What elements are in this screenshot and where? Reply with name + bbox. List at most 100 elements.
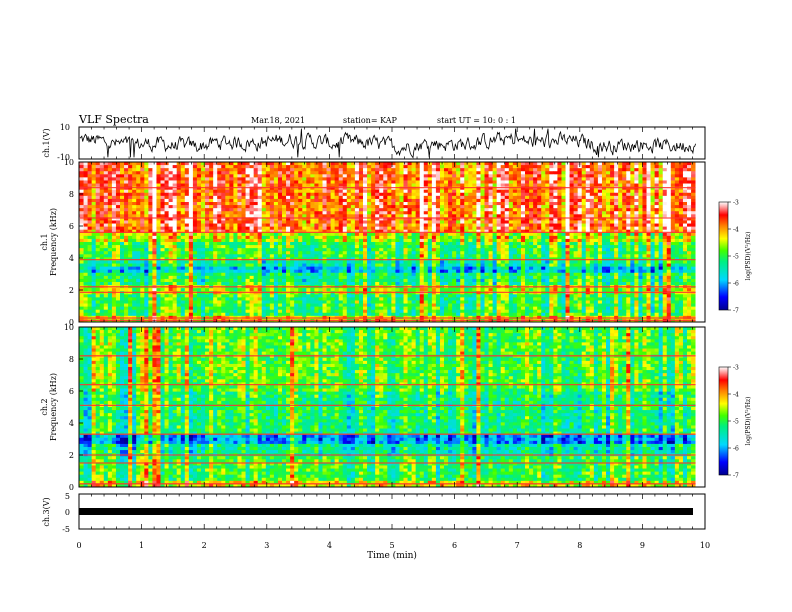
spectrogram-cell	[103, 245, 109, 249]
spectrogram-cell	[188, 251, 194, 255]
spectrogram-cell	[597, 238, 603, 243]
spectrogram-cell	[448, 192, 453, 197]
spectrogram-cell	[233, 205, 238, 209]
spectrogram-cell	[111, 217, 117, 221]
spectrogram-cell	[237, 177, 242, 181]
spectrogram-cell	[196, 174, 202, 178]
spectrogram-cell	[99, 217, 105, 221]
spectrogram-cell	[484, 238, 489, 243]
spectrogram-cell	[557, 232, 562, 237]
spectrogram-cell	[290, 235, 295, 240]
spectrogram-cell	[468, 168, 473, 172]
spectrogram-cell	[184, 168, 190, 172]
spectrogram-cell	[452, 238, 457, 243]
spectrogram-cell	[444, 214, 449, 218]
spectrogram-cell	[545, 202, 550, 206]
spectrogram-cell	[265, 208, 271, 212]
spectrogram-cell	[622, 235, 627, 240]
spectrogram-cell	[273, 180, 279, 184]
spectrogram-cell	[350, 162, 356, 166]
spectrogram-cell	[225, 195, 230, 200]
spectrogram-cell	[253, 232, 259, 237]
spectrogram-cell	[269, 180, 275, 184]
spectrogram-cell	[79, 226, 84, 231]
spectrogram-cell	[419, 251, 425, 255]
spectrogram-cell	[152, 162, 157, 166]
spectrogram-cell	[326, 168, 331, 172]
spectrogram-cell	[99, 189, 105, 194]
spectrogram-cell	[561, 245, 566, 249]
spectrogram-cell	[508, 198, 514, 203]
spectrogram-cell	[452, 192, 457, 197]
spectrogram-cell	[209, 232, 214, 237]
spectrogram-cell	[241, 211, 246, 215]
spectrogram-cell	[257, 235, 263, 240]
spectrogram-cell	[375, 183, 380, 188]
spectrogram-cell	[492, 211, 498, 215]
spectrogram-cell	[597, 186, 603, 191]
spectrogram-cell	[484, 195, 489, 200]
spectrogram-cell	[662, 198, 668, 203]
spectrogram-cell	[338, 220, 344, 224]
spectrogram-cell	[290, 177, 295, 181]
spectrogram-cell	[103, 217, 109, 221]
spectrogram-cell	[642, 189, 647, 194]
spectrogram-cell	[257, 226, 263, 231]
spectrogram-cell	[585, 195, 591, 200]
spectrogram-cell	[508, 217, 514, 221]
spectrogram-cell	[622, 208, 627, 212]
spectrogram-cell	[662, 232, 668, 237]
spectrogram-cell	[682, 189, 688, 194]
spectrogram-cell	[565, 217, 570, 221]
spectrogram-cell	[687, 174, 692, 178]
spectrogram-cell	[452, 177, 457, 181]
spectrogram-cell	[500, 226, 506, 231]
spectrogram-cell	[152, 214, 157, 218]
spectrogram-cell	[144, 214, 149, 218]
spectrogram-cell	[492, 229, 498, 234]
spectrogram-cell	[213, 229, 218, 234]
spectrogram-cell	[488, 254, 494, 258]
spectrogram-cell	[658, 186, 664, 191]
spectrogram-cell	[468, 198, 473, 203]
spectrogram-cell	[79, 183, 84, 188]
spectrogram-cell	[367, 232, 372, 237]
spectrogram-cell	[565, 226, 570, 231]
spectrogram-cell	[282, 174, 287, 178]
spectrogram-cell	[650, 192, 656, 197]
spectrogram-cell	[476, 171, 481, 175]
spectrogram-cell	[188, 198, 194, 203]
spectrogram-cell	[468, 211, 473, 215]
spectrogram-cell	[674, 226, 680, 231]
spectrogram-cell	[480, 162, 485, 166]
spectrogram-cell	[614, 229, 619, 234]
spectrogram-cell	[209, 195, 214, 200]
spectrogram-cell	[545, 171, 550, 175]
spectrogram-cell	[614, 232, 619, 237]
spectrogram-cell	[387, 251, 392, 255]
spectrogram-cell	[399, 180, 404, 184]
spectrogram-cell	[99, 165, 105, 169]
spectrogram-cell	[136, 223, 141, 228]
spectrogram-cell	[229, 217, 234, 221]
spectrogram-cell	[334, 217, 340, 221]
spectrogram-cell	[525, 168, 530, 172]
spectrogram-cell	[148, 242, 153, 246]
spectrogram-cell	[638, 232, 643, 237]
spectrogram-cell	[148, 174, 153, 178]
spectrogram-cell	[646, 202, 651, 206]
spectrogram-cell	[221, 168, 226, 172]
spectrogram-cell	[87, 251, 93, 255]
spectrogram-cell	[338, 229, 344, 234]
spectrogram-cell	[367, 186, 372, 191]
spectrogram-cell	[654, 183, 660, 188]
spectrogram-cell	[646, 217, 651, 221]
spectrogram-cell	[277, 202, 283, 206]
spectrogram-cell	[354, 198, 360, 203]
spectrogram-cell	[196, 223, 202, 228]
spectrogram-cell	[597, 162, 603, 166]
spectrogram-cell	[569, 254, 575, 258]
spectrogram-cell	[601, 189, 607, 194]
spectrogram-cell	[504, 235, 510, 240]
spectrogram-cell	[468, 254, 473, 258]
